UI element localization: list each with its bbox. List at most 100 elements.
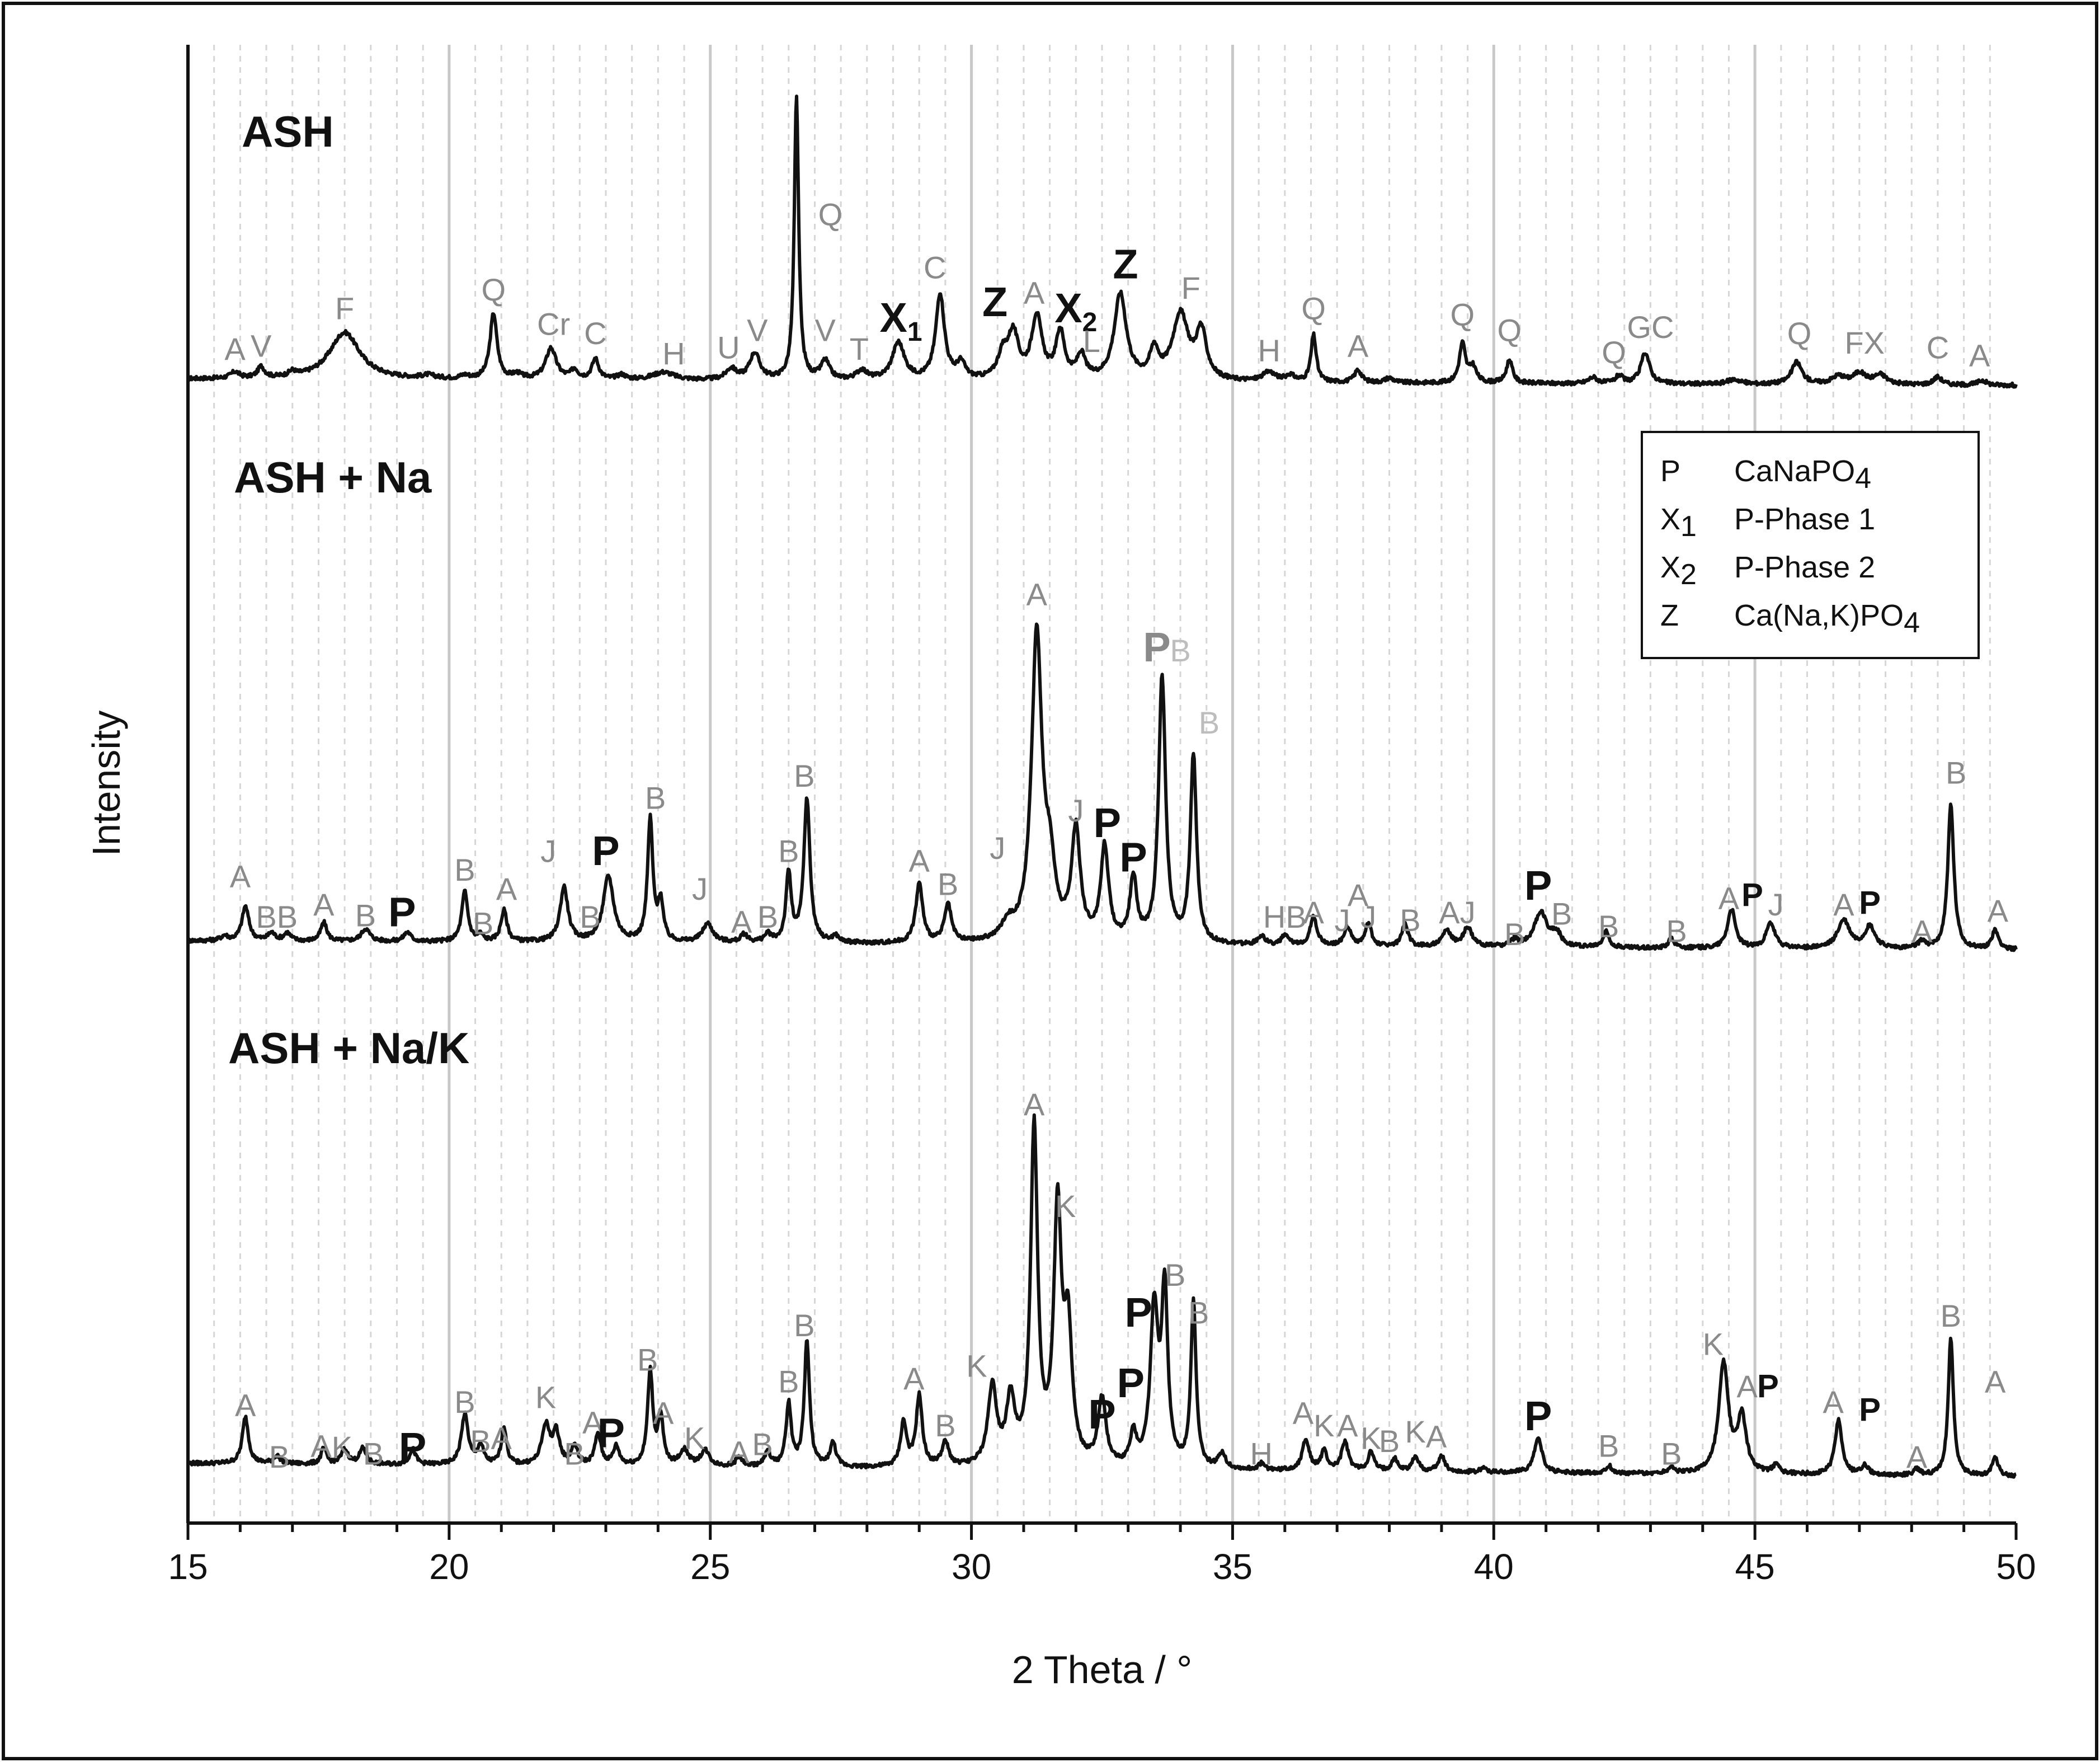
peak-label: K xyxy=(1703,1326,1724,1361)
peak-label: B xyxy=(564,1436,585,1471)
legend-symbol: P xyxy=(1660,454,1680,488)
peak-label: Q xyxy=(1301,290,1326,326)
peak-label: GC xyxy=(1627,309,1674,345)
peak-label: B xyxy=(1598,1428,1619,1463)
peak-label: Q xyxy=(818,196,843,232)
peak-label: Z xyxy=(1113,241,1138,288)
peak-label: P xyxy=(399,1424,426,1470)
peak-label: K xyxy=(1055,1188,1076,1224)
peak-label: V xyxy=(814,313,836,348)
pattern-label-2: ASH + Na/K xyxy=(228,1023,469,1073)
x-axis-title: 2 Theta / ° xyxy=(1012,1648,1192,1691)
peak-label: K xyxy=(535,1380,556,1415)
diffraction-patterns: ASH ASH + Na ASH + Na/K xyxy=(186,95,2018,1479)
peak-label: B xyxy=(470,1423,491,1459)
peak-label: B xyxy=(1551,896,1572,932)
peak-label: P xyxy=(1524,862,1552,909)
peak-label: H xyxy=(1258,333,1280,368)
peak-label: B xyxy=(355,898,376,933)
peak-label: P xyxy=(388,889,416,935)
peak-label: C xyxy=(584,316,606,351)
peak-label: FX xyxy=(1844,325,1885,360)
peak-label: B xyxy=(778,834,799,869)
peak-label: B xyxy=(269,1439,290,1474)
peak-label: A xyxy=(1833,887,1854,922)
peak-label: H xyxy=(662,336,685,372)
peak-label: A xyxy=(1024,275,1045,310)
x-tick-label: 20 xyxy=(429,1547,469,1587)
peak-label: B xyxy=(1188,1295,1209,1330)
peak-label: U xyxy=(717,330,740,365)
peak-label: A xyxy=(1736,1369,1758,1404)
peak-label: A xyxy=(653,1395,674,1431)
peak-label: B xyxy=(1946,755,1966,791)
peak-label: A xyxy=(1337,1408,1358,1443)
peak-label: P xyxy=(1757,1368,1779,1404)
peak-label: B xyxy=(752,1427,773,1462)
peak-label: P xyxy=(1741,877,1763,913)
peak-label: B xyxy=(1170,633,1190,668)
peak-label: A xyxy=(1027,576,1048,612)
peak-label: K xyxy=(966,1348,987,1384)
pattern-label-1: ASH + Na xyxy=(234,453,432,502)
peak-label: P xyxy=(1088,1391,1115,1437)
peak-label: A xyxy=(1911,913,1933,948)
peak-label: A xyxy=(728,1435,750,1470)
peak-label: A xyxy=(1988,893,2009,928)
peak-label: B xyxy=(778,1364,799,1399)
peak-label: P xyxy=(1143,624,1170,670)
peak-label: C xyxy=(924,250,946,285)
peak-label: K xyxy=(1405,1414,1426,1449)
peak-label: F xyxy=(335,290,354,326)
grid xyxy=(213,45,1991,1523)
peak-label: B xyxy=(1598,909,1619,944)
peak-label: HB xyxy=(1263,899,1307,934)
peak-label: P xyxy=(1524,1393,1552,1439)
peak-label: P xyxy=(1119,834,1147,880)
peak-label: T xyxy=(850,331,869,367)
peak-label: K xyxy=(332,1430,352,1465)
peak-label: K xyxy=(684,1420,705,1455)
peak-label: B xyxy=(1666,913,1687,948)
pattern-trace-2 xyxy=(186,1113,2017,1479)
legend-label: P-Phase 2 xyxy=(1734,551,1875,584)
peak-label: A xyxy=(491,1420,512,1455)
peak-label: P xyxy=(1117,1360,1145,1406)
peak-label: K xyxy=(1313,1408,1334,1443)
legend-label: P-Phase 1 xyxy=(1734,502,1875,536)
peak-label: A xyxy=(496,871,517,906)
peak-label: J xyxy=(1335,903,1350,938)
peak-label: B xyxy=(1504,917,1525,952)
peak-label: B xyxy=(1165,1257,1185,1293)
peak-label: H xyxy=(1250,1436,1273,1471)
peak-label: P xyxy=(592,828,619,874)
peak-label: V xyxy=(251,328,272,364)
peak-label: A xyxy=(1969,337,1990,373)
pattern-label-0: ASH xyxy=(242,107,334,156)
peak-label: B xyxy=(277,899,298,934)
peak-label: B xyxy=(1661,1436,1682,1471)
y-axis-title: Intensity xyxy=(84,711,128,857)
peak-label: B xyxy=(580,899,600,934)
x-tick-label: 35 xyxy=(1213,1547,1253,1587)
peak-label: A xyxy=(1348,877,1369,913)
peak-label: A xyxy=(731,904,752,939)
peak-label: A xyxy=(1906,1439,1928,1474)
peak-label: B xyxy=(473,905,493,941)
peak-label: AJ xyxy=(1439,895,1475,930)
pattern-trace-0 xyxy=(187,95,2018,389)
peak-label: Q xyxy=(1450,297,1475,332)
x-tick-label: 30 xyxy=(952,1547,991,1587)
legend-box xyxy=(1641,431,1980,659)
peak-label: Q xyxy=(1787,316,1812,351)
peak-label: B xyxy=(645,780,666,815)
x-tick-label: 15 xyxy=(168,1547,208,1587)
peak-label: A xyxy=(582,1404,604,1440)
peak-label: V xyxy=(747,313,768,348)
x-tick-label: 50 xyxy=(1996,1547,2036,1587)
peak-label: A xyxy=(1303,895,1324,930)
peak-label: Cr xyxy=(537,306,570,341)
